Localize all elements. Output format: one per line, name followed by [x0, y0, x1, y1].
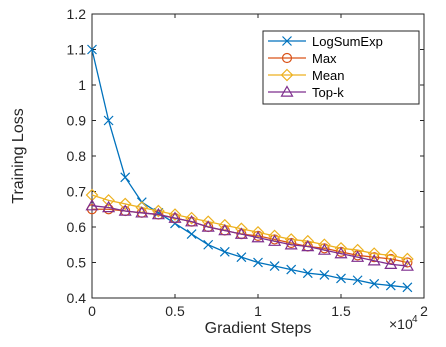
y-tick-label: 0.7	[67, 184, 87, 200]
data-point	[385, 280, 396, 291]
legend-entry: Top-k	[268, 85, 344, 100]
axes-ticks	[91, 13, 425, 299]
tick-labels: 0 0.5 1 1.5 2 0.4 0.5 0.6 0.7 0.8 0.9 1 1.1 1.2	[67, 6, 429, 319]
series-top-k	[85, 198, 414, 271]
data-point	[118, 197, 132, 211]
y-tick-label: 1	[78, 77, 86, 93]
data-point	[236, 252, 247, 263]
data-point	[401, 252, 414, 266]
data-point	[201, 220, 215, 232]
data-point	[281, 52, 293, 64]
data-point	[351, 250, 365, 262]
series-line	[91, 194, 408, 260]
data-point	[186, 229, 197, 240]
data-point	[103, 115, 114, 126]
data-point	[85, 198, 99, 211]
data-point	[384, 257, 398, 269]
data-point	[135, 206, 149, 218]
data-point	[334, 246, 348, 259]
x-tick-label: 1.5	[331, 303, 351, 319]
data-point	[168, 208, 182, 221]
data-point	[87, 44, 97, 55]
data-point	[384, 249, 398, 262]
data-point	[152, 204, 165, 218]
data-point	[302, 268, 313, 279]
legend-label: Top-k	[312, 85, 344, 100]
data-point	[218, 223, 232, 236]
x-exponent-power: 4	[412, 314, 418, 325]
x-tick-label: 2	[420, 303, 428, 319]
data-point	[336, 273, 346, 284]
x-tick-label: 0.5	[165, 303, 185, 319]
data-point	[400, 259, 414, 271]
data-point	[219, 246, 230, 257]
data-point	[352, 275, 363, 286]
legend-entry: LogSumExp	[268, 34, 383, 49]
x-tick-label: 0	[88, 303, 96, 319]
y-tick-label: 0.8	[67, 148, 87, 164]
data-point	[351, 243, 364, 257]
x-exponent-label: ×10 4	[389, 314, 418, 332]
data-point	[185, 214, 199, 227]
data-point	[118, 204, 132, 216]
data-point	[319, 270, 330, 280]
data-point	[402, 257, 413, 268]
legend-label: LogSumExp	[312, 34, 383, 49]
data-point	[369, 278, 380, 289]
y-tick-label: 0.6	[67, 219, 87, 235]
data-point	[286, 264, 297, 275]
data-point	[367, 247, 381, 260]
y-tick-label: 1.2	[67, 6, 87, 22]
legend-entry: Mean	[268, 68, 345, 83]
data-point	[402, 282, 413, 293]
data-point	[385, 253, 396, 265]
data-point	[102, 194, 115, 207]
data-point	[317, 243, 331, 255]
data-point	[280, 68, 294, 82]
data-point	[301, 239, 315, 252]
legend-label: Mean	[312, 68, 345, 83]
y-tick-label: 1.1	[67, 42, 87, 58]
data-point	[269, 261, 280, 271]
data-point	[251, 230, 265, 243]
data-point	[284, 238, 298, 250]
y-tick-label: 0.4	[67, 290, 87, 306]
data-point	[185, 211, 198, 225]
data-point	[280, 85, 294, 97]
x-axis-label: Gradient Steps	[205, 320, 312, 337]
data-point	[268, 234, 282, 246]
x-tick-label: 1	[254, 303, 262, 319]
legend: LogSumExp Max Mean Top-k	[262, 30, 420, 105]
data-point	[203, 239, 214, 250]
series-layer	[85, 44, 414, 293]
data-point	[170, 218, 180, 229]
data-point	[168, 211, 182, 223]
legend-label: Max	[312, 51, 337, 66]
legend-entry: Max	[268, 51, 337, 66]
data-point	[234, 227, 248, 239]
data-point	[102, 200, 116, 213]
data-point	[369, 252, 380, 263]
data-point	[282, 36, 292, 46]
data-point	[120, 172, 131, 183]
data-point	[253, 257, 263, 268]
data-point	[367, 254, 381, 266]
y-tick-label: 0.9	[67, 113, 87, 129]
y-tick-label: 0.5	[67, 255, 87, 271]
x-exponent-base: ×10	[389, 316, 413, 332]
y-axis-label: Training Loss	[10, 108, 27, 203]
data-point	[151, 207, 165, 220]
